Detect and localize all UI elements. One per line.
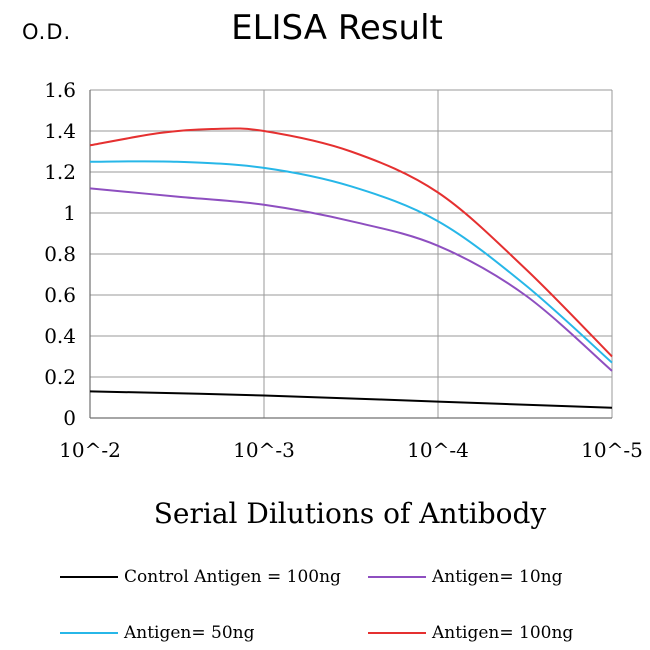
legend-swatch-10ng: [368, 576, 426, 578]
legend-item-10ng: Antigen= 10ng: [368, 567, 563, 587]
x-tick-label: 10^-3: [233, 438, 295, 462]
series-line-50ng: [89, 160, 613, 364]
series-line-control: [89, 390, 613, 409]
legend-label-50ng: Antigen= 50ng: [124, 623, 255, 643]
x-tick-label: 10^-4: [407, 438, 469, 462]
legend-label-10ng: Antigen= 10ng: [432, 567, 563, 587]
legend-item-control: Control Antigen = 100ng: [60, 567, 341, 587]
y-tick-label: 0: [63, 406, 76, 430]
series-line-10ng: [89, 187, 613, 372]
legend-item-50ng: Antigen= 50ng: [60, 623, 255, 643]
x-tick-label: 10^-2: [59, 438, 121, 462]
y-tick-label: 1: [63, 201, 76, 225]
y-axis-label: O.D.: [22, 20, 72, 44]
y-tick-label: 0.4: [44, 324, 76, 348]
y-tick-label: 0.8: [44, 242, 76, 266]
x-axis-label: Serial Dilutions of Antibody: [153, 497, 547, 530]
y-tick-label: 1.2: [44, 160, 76, 184]
legend-swatch-100ng: [368, 632, 426, 634]
y-tick-label: 1.6: [44, 78, 76, 102]
y-tick-label: 1.4: [44, 119, 76, 143]
y-tick-label: 0.6: [44, 283, 76, 307]
legend-label-100ng: Antigen= 100ng: [432, 623, 574, 643]
legend-swatch-50ng: [60, 632, 118, 634]
chart-title: ELISA Result: [231, 8, 443, 48]
x-tick-label: 10^-5: [581, 438, 643, 462]
legend-item-100ng: Antigen= 100ng: [368, 623, 573, 643]
legend-swatch-control: [60, 576, 118, 578]
legend-label-control: Control Antigen = 100ng: [124, 567, 341, 587]
y-tick-label: 0.2: [44, 365, 76, 389]
series-line-100ng: [89, 127, 613, 358]
